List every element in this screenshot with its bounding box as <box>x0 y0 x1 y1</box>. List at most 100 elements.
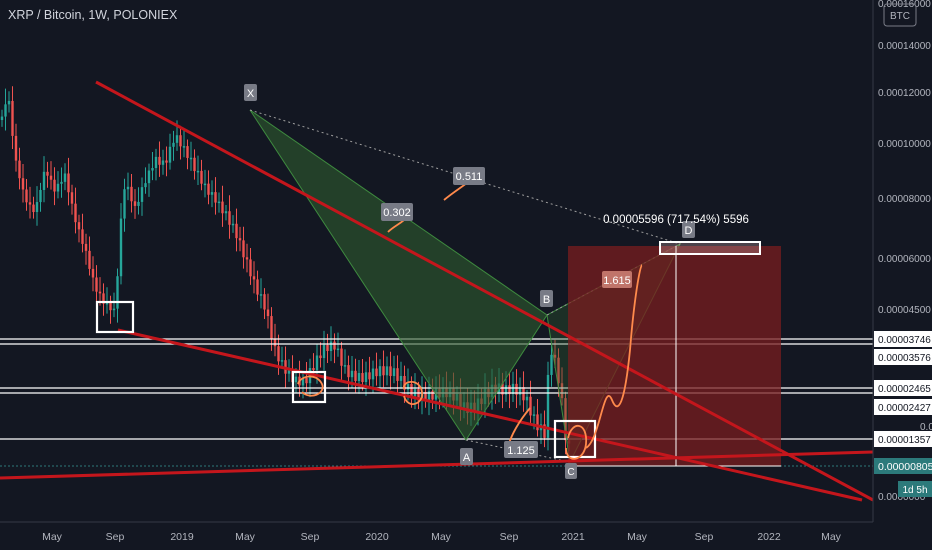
candle-body <box>67 173 70 193</box>
candle-body <box>133 201 137 206</box>
candle-body <box>560 383 564 399</box>
candle-body <box>266 309 270 317</box>
candle-body <box>102 293 105 304</box>
candle-body <box>343 365 347 367</box>
candle-body <box>518 387 522 395</box>
candle-body <box>39 189 42 203</box>
candle-body <box>525 396 529 401</box>
candle-body <box>179 135 182 147</box>
candle-body <box>424 391 427 402</box>
candle-body <box>95 277 98 292</box>
trendline-base <box>0 450 874 480</box>
candle-body <box>207 183 210 195</box>
ratio-xd-box <box>453 167 485 185</box>
candle-body <box>210 192 214 195</box>
point-c-label: C <box>567 467 574 478</box>
candle-body <box>399 375 403 381</box>
candle-body <box>392 368 396 377</box>
y-tick-label: 0.00012000 <box>878 88 931 99</box>
candle-body <box>63 173 67 182</box>
candle-body <box>203 183 207 186</box>
candle-body <box>123 189 126 219</box>
candle-body <box>252 276 256 280</box>
candle-body <box>333 341 336 350</box>
x-tick-label: May <box>42 531 63 543</box>
candle-body <box>256 279 259 295</box>
highlight-box <box>95 300 135 334</box>
candle-body <box>529 396 532 416</box>
candle-body <box>182 146 186 148</box>
candle-body <box>508 385 511 395</box>
candle-body <box>340 348 343 366</box>
candle-body <box>361 373 364 382</box>
candle-body <box>28 202 32 205</box>
candle-body <box>280 360 284 362</box>
candle-body <box>228 211 231 225</box>
candle-body <box>109 302 112 311</box>
candle-body <box>301 377 305 386</box>
candle-body <box>546 374 550 438</box>
annotation-circle <box>403 380 423 405</box>
y-tick-label: 0.00010000 <box>878 139 931 150</box>
candle-body <box>368 372 371 380</box>
candle-body <box>238 238 242 241</box>
candle-body <box>431 391 434 400</box>
candle-body <box>119 218 123 277</box>
candle-body <box>249 259 252 277</box>
candle-body <box>294 376 298 383</box>
candle-body <box>189 157 193 160</box>
trendline-upper <box>95 80 874 502</box>
candle-body <box>319 355 322 359</box>
candle-body <box>406 383 410 390</box>
candle-body <box>305 377 308 384</box>
y-tick-label: 0.00006000 <box>878 254 931 265</box>
candle-body <box>385 366 389 376</box>
candle-body <box>46 171 49 176</box>
candle-body <box>4 104 7 117</box>
candle-body <box>354 370 357 382</box>
candle-body <box>70 192 74 204</box>
candle-body <box>273 338 277 347</box>
currency-badge <box>883 3 917 27</box>
candle-body <box>186 146 189 158</box>
candle-body <box>11 100 14 136</box>
candle-body <box>336 348 340 351</box>
x-tick-label: 2022 <box>757 531 781 543</box>
annotation-circle <box>565 425 587 460</box>
x-tick-label: May <box>235 531 256 543</box>
candle-body <box>329 341 333 352</box>
candle-body <box>511 383 515 395</box>
candle-body <box>88 250 91 269</box>
current-price-label: 0.00000805 <box>878 461 932 473</box>
countdown-label: 1d 5h <box>902 485 927 496</box>
level-price-label: 0.00003746 <box>878 335 931 346</box>
candle-body <box>245 257 249 260</box>
candle-body <box>53 179 56 192</box>
bottom-cut-label: 0.0000000 <box>878 492 926 503</box>
candle-body <box>312 368 315 370</box>
candle-body <box>396 368 399 381</box>
candle-body <box>32 204 35 213</box>
candle-body <box>49 175 53 180</box>
annotation-projection <box>585 264 643 449</box>
trendline-lower <box>117 328 863 502</box>
candle-body <box>427 391 431 402</box>
candle-body <box>536 414 539 431</box>
x-tick-label: 2019 <box>170 531 194 543</box>
highlight-box <box>291 370 327 404</box>
candle-body <box>347 365 350 378</box>
candle-body <box>277 346 280 362</box>
level-price-label: 0.00003576 <box>878 353 931 364</box>
candle-body <box>98 291 102 294</box>
ratio-bd-label: 1.615 <box>603 275 631 287</box>
ratio-labels: 0.302 0.511 1.125 1.615 <box>381 167 632 458</box>
candle-body <box>126 186 130 190</box>
candle-body <box>357 373 361 382</box>
candle-body <box>389 366 392 377</box>
candle-body <box>172 142 175 147</box>
hand-annotations <box>297 173 643 460</box>
candle-body <box>158 156 161 165</box>
level-price-label: 0.00002465 <box>878 384 931 395</box>
x-tick-label: 2020 <box>365 531 389 543</box>
